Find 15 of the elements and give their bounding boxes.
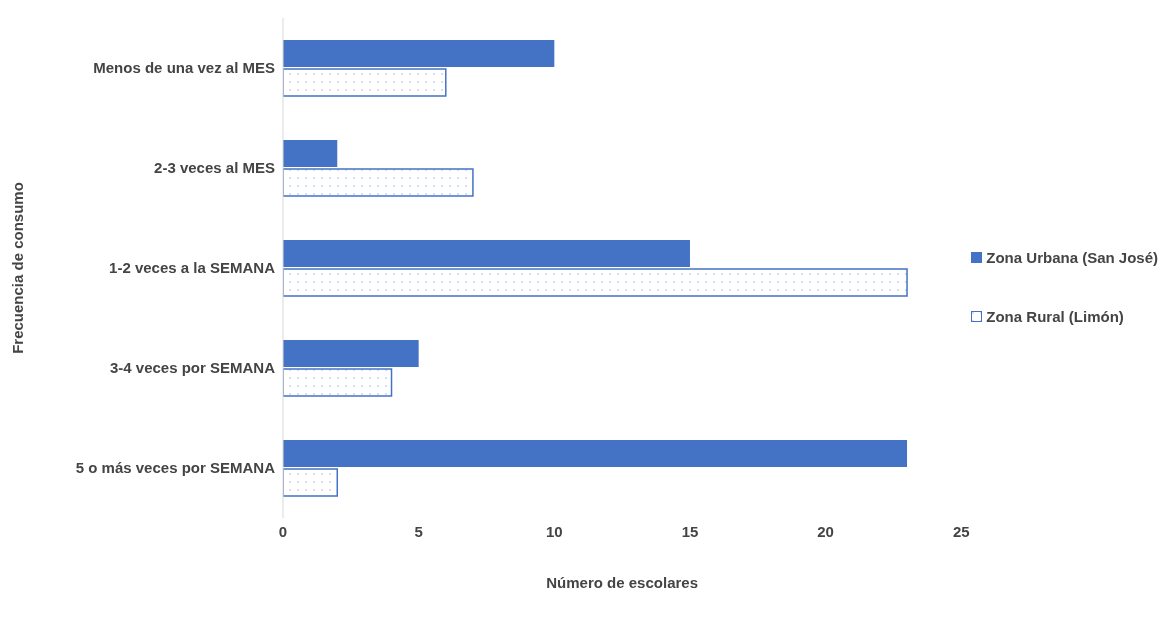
y-tick-label: 5 o más veces por SEMANA [75, 459, 276, 477]
legend-label: Zona Rural (Limón) [986, 308, 1124, 325]
x-tick-label: 25 [952, 522, 970, 540]
y-tick-label: 1-2 veces a la SEMANA [109, 259, 276, 277]
x-tick-label: 0 [278, 522, 288, 540]
x-tick-label: 20 [817, 522, 834, 540]
y-tick-label: 2-3 veces al MES [154, 159, 275, 177]
y-tick-label: Menos de una vez al MES [93, 59, 275, 77]
x-axis-title: Número de escolares [546, 574, 699, 591]
legend-label: Zona Urbana (San José) [986, 249, 1158, 266]
y-tick-label: 3-4 veces por SEMANA [109, 359, 276, 377]
x-tick-label: 10 [545, 522, 563, 540]
x-tick-label: 5 [414, 522, 423, 540]
y-axis-title: Frecuencia de consumo [9, 182, 27, 354]
x-tick-label: 15 [681, 522, 699, 540]
